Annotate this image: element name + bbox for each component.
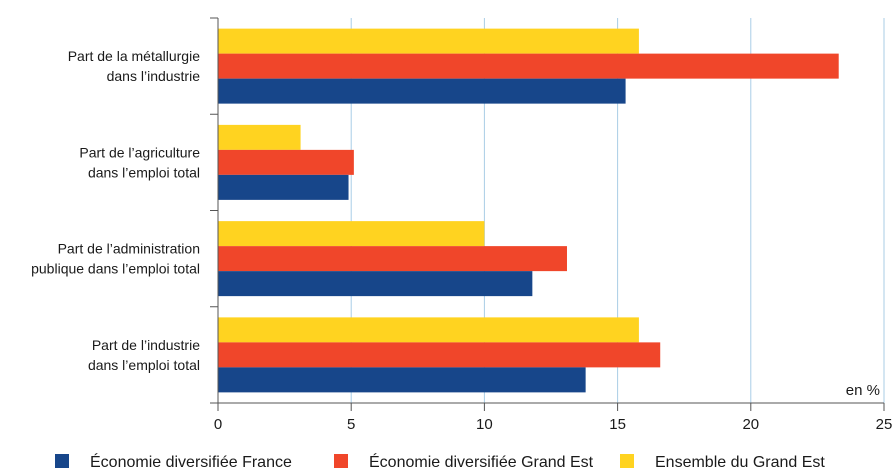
bar-0-1 (218, 53, 839, 79)
x-tick-label-25: 25 (876, 416, 893, 433)
category-label-line: dans l’emploi total (88, 164, 200, 180)
category-labels: Part de la métallurgie dans l’industriePa… (31, 48, 200, 373)
bar-3-2 (218, 367, 586, 393)
category-label-1: Part de l’agriculture dans l’emploi total (79, 144, 200, 180)
legend-label-1: Économie diversifiée Grand Est (369, 452, 594, 471)
legend-label-0: Économie diversifiée France (90, 452, 292, 471)
bar-1-1 (218, 149, 354, 175)
x-tick-label-10: 10 (476, 416, 493, 433)
category-label-line: Part de l’agriculture (79, 144, 200, 160)
category-label-line: Part de la métallurgie (68, 48, 201, 64)
legend-swatch-1 (334, 454, 348, 468)
legend-label-2: Ensemble du Grand Est (655, 454, 825, 471)
x-tick-label-0: 0 (214, 416, 222, 433)
bar-2-0 (218, 221, 485, 247)
category-label-0: Part de la métallurgie dans l’industrie (68, 48, 201, 84)
bar-3-0 (218, 317, 639, 343)
bars (218, 28, 839, 393)
category-label-line: publique dans l’emploi total (31, 261, 200, 277)
category-label-line: Part de l’industrie (92, 337, 200, 353)
x-tick-label-5: 5 (347, 416, 355, 433)
bar-0-0 (218, 28, 639, 54)
category-label-line: dans l’emploi total (88, 357, 200, 373)
category-label-2: Part de l’administration publique dans l’… (31, 241, 200, 277)
bar-1-2 (218, 174, 349, 200)
category-label-line: Part de l’administration (58, 241, 200, 257)
legend-swatch-0 (55, 454, 69, 468)
bar-0-2 (218, 78, 626, 104)
x-tick-label-20: 20 (742, 416, 759, 433)
x-tick-label-15: 15 (609, 416, 626, 433)
bar-2-2 (218, 271, 533, 297)
x-tick-labels: 0 5 10 15 20 25 (214, 416, 893, 433)
category-label-3: Part de l’industrie dans l’emploi total (88, 337, 200, 373)
unit-label: en % (846, 382, 880, 399)
bar-1-0 (218, 124, 301, 150)
legend: Économie diversifiée France Économie dive… (55, 452, 825, 471)
category-label-line: dans l’industrie (107, 68, 201, 84)
bar-2-1 (218, 246, 567, 272)
axes (210, 17, 885, 411)
legend-swatch-2 (620, 454, 634, 468)
bar-3-1 (218, 342, 661, 368)
